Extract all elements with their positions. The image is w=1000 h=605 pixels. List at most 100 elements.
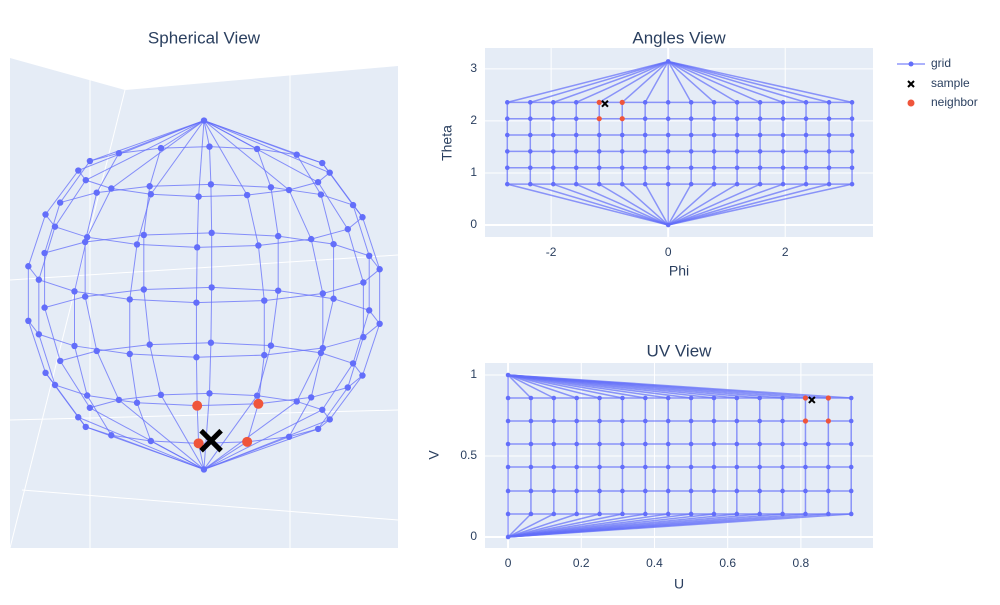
grid-point (574, 418, 579, 424)
grid-point (711, 511, 717, 517)
grid-point (620, 511, 625, 517)
neighbor-point (192, 400, 203, 411)
grid-point (157, 391, 165, 399)
pole-line (667, 60, 830, 104)
pole-line (507, 183, 669, 226)
grid-point (734, 464, 740, 470)
grid-point (780, 464, 785, 470)
pole-point (505, 534, 511, 540)
grid-point (711, 132, 717, 138)
grid-point (75, 167, 82, 174)
grid-point (285, 186, 293, 194)
neighbor-point (619, 116, 625, 122)
grid-point (82, 423, 89, 431)
grid-point (505, 488, 511, 494)
grid-point (620, 488, 625, 494)
grid-point (711, 395, 717, 401)
grid-point (208, 229, 215, 237)
grid-point (42, 211, 49, 218)
grid-point (734, 511, 740, 517)
grid-point (803, 132, 809, 138)
grid-point (133, 399, 141, 406)
chart-title: Spherical View (148, 28, 261, 47)
grid-point (126, 350, 133, 358)
pole-line (111, 120, 205, 189)
pole-line (667, 60, 761, 104)
grid-point (86, 404, 94, 411)
pole-point (665, 222, 671, 228)
grid-point (826, 464, 831, 470)
grid-point (193, 244, 201, 251)
pole-line (203, 428, 319, 470)
x-axis-label: U (674, 576, 684, 592)
grid-column-line (296, 154, 335, 402)
grid-point (848, 464, 854, 470)
pole-line (507, 374, 555, 399)
neighbor-point (825, 418, 831, 424)
grid-point (665, 488, 671, 494)
grid-column-line (256, 148, 279, 396)
grid-point (757, 181, 763, 187)
pole-line (89, 407, 205, 470)
grid-column-line (73, 188, 112, 436)
grid-point (193, 299, 200, 306)
grid-point (688, 149, 694, 154)
grid-point (365, 307, 373, 314)
pole-point (200, 466, 208, 473)
grid-point (734, 441, 740, 447)
grid-point (688, 181, 694, 187)
grid-point (550, 132, 556, 138)
grid-point (83, 392, 91, 399)
grid-point (734, 418, 740, 424)
grid-point (711, 116, 717, 122)
pole-line (667, 60, 738, 104)
grid-point (206, 390, 213, 397)
legend-marker-stroke (907, 80, 915, 88)
grid-point (757, 418, 763, 424)
pole-line (553, 60, 669, 104)
grid-point (147, 191, 155, 198)
grid-point (620, 464, 625, 470)
grid-point (574, 441, 579, 447)
legend-label: grid (931, 56, 951, 70)
pole-line (203, 418, 330, 470)
y-tick-label: 3 (470, 61, 477, 75)
grid-point (314, 178, 322, 186)
grid-point (86, 157, 94, 165)
pole-line (203, 395, 258, 470)
grid-point (115, 396, 123, 404)
grid-point (780, 165, 786, 171)
pole-line (507, 374, 577, 399)
grid-point (620, 418, 625, 424)
pole-line (160, 120, 205, 149)
grid-point (665, 181, 671, 187)
grid-point (780, 149, 786, 154)
legend-label: sample (931, 76, 970, 90)
legend-marker (908, 61, 914, 67)
pole-line (198, 120, 205, 197)
sample-point-stroke (199, 428, 223, 453)
pole-line (667, 183, 761, 226)
grid-point (376, 320, 383, 328)
grid-point (848, 441, 854, 447)
scene-background (10, 58, 398, 548)
y-tick-label: 0 (470, 529, 477, 543)
grid-point (527, 132, 533, 138)
grid-point (596, 149, 602, 154)
grid-point (528, 441, 534, 447)
grid-point (81, 238, 89, 246)
pole-line (507, 374, 532, 399)
grid-point (780, 116, 786, 122)
pole-line (621, 60, 669, 103)
pole-line (203, 120, 297, 156)
grid-point (108, 432, 115, 439)
grid-point (734, 149, 740, 154)
grid-point (81, 293, 89, 300)
grid-point (253, 392, 261, 399)
neighbor-point (825, 395, 831, 401)
grid-point (93, 189, 100, 196)
grid-point (42, 369, 49, 377)
grid-point (642, 132, 648, 138)
x-axis-label: Phi (669, 263, 689, 279)
